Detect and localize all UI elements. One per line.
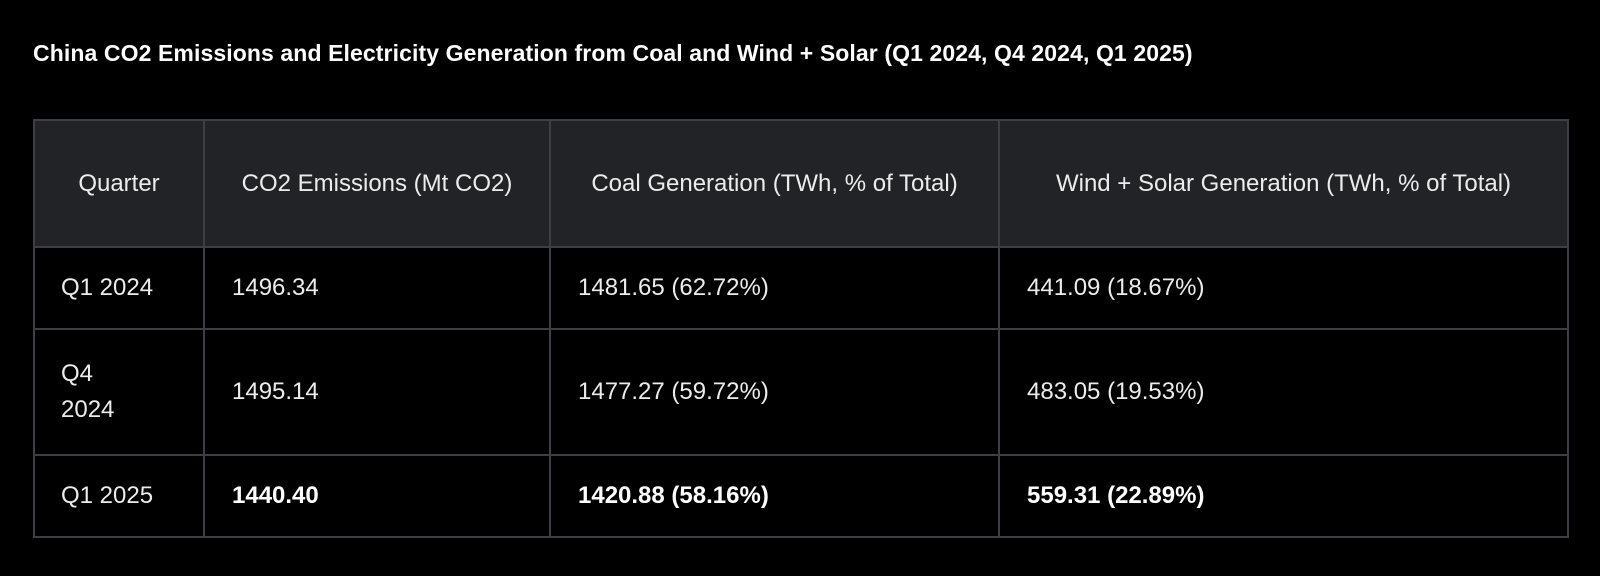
cell-quarter: Q1 2024 bbox=[33, 246, 205, 330]
table-row: Q1 2024 1496.34 1481.65 (62.72%) 441.09 … bbox=[33, 246, 1569, 330]
table-row: Q1 2025 1440.40 1420.88 (58.16%) 559.31 … bbox=[33, 454, 1569, 538]
cell-wind-solar-generation: 483.05 (19.53%) bbox=[998, 328, 1569, 456]
column-header-wind-solar-generation: Wind + Solar Generation (TWh, % of Total… bbox=[998, 119, 1569, 248]
header-row: Quarter CO2 Emissions (Mt CO2) Coal Gene… bbox=[33, 119, 1569, 248]
column-header-quarter: Quarter bbox=[33, 119, 205, 248]
column-header-coal-generation: Coal Generation (TWh, % of Total) bbox=[549, 119, 1000, 248]
cell-co2-emissions: 1495.14 bbox=[203, 328, 551, 456]
cell-co2-emissions: 1440.40 bbox=[203, 454, 551, 538]
cell-quarter: Q4 2024 bbox=[33, 328, 205, 456]
cell-quarter: Q1 2025 bbox=[33, 454, 205, 538]
cell-wind-solar-generation: 559.31 (22.89%) bbox=[998, 454, 1569, 538]
column-header-co2-emissions: CO2 Emissions (Mt CO2) bbox=[203, 119, 551, 248]
table-title: China CO2 Emissions and Electricity Gene… bbox=[33, 40, 1193, 66]
cell-wind-solar-generation: 441.09 (18.67%) bbox=[998, 246, 1569, 330]
cell-coal-generation: 1481.65 (62.72%) bbox=[549, 246, 1000, 330]
cell-coal-generation: 1477.27 (59.72%) bbox=[549, 328, 1000, 456]
data-table: Quarter CO2 Emissions (Mt CO2) Coal Gene… bbox=[33, 119, 1569, 538]
table-row: Q4 2024 1495.14 1477.27 (59.72%) 483.05 … bbox=[33, 328, 1569, 456]
cell-coal-generation: 1420.88 (58.16%) bbox=[549, 454, 1000, 538]
cell-co2-emissions: 1496.34 bbox=[203, 246, 551, 330]
